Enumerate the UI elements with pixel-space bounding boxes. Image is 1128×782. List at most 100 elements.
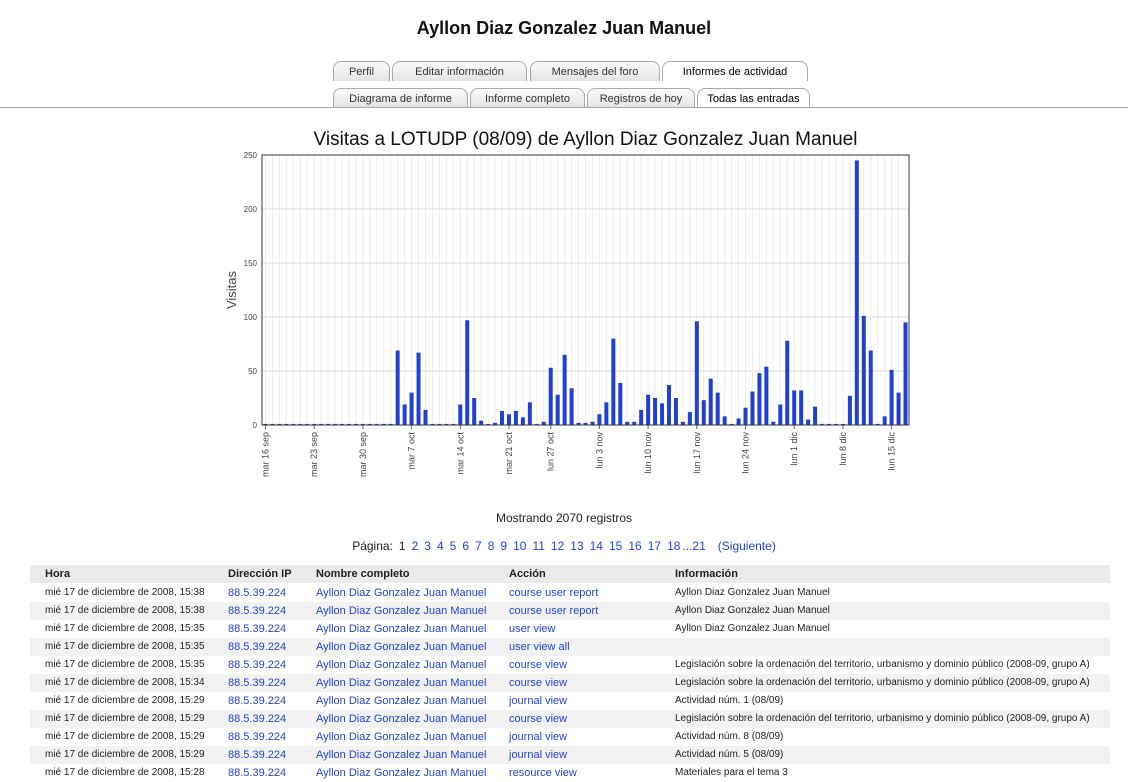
bar bbox=[423, 409, 428, 425]
page-link[interactable]: 3 bbox=[424, 539, 431, 553]
y-tick-label: 250 bbox=[244, 151, 258, 160]
cell-link[interactable]: Ayllon Diaz Gonzalez Juan Manuel bbox=[316, 641, 487, 653]
bar bbox=[277, 423, 282, 425]
cell-link[interactable]: Ayllon Diaz Gonzalez Juan Manuel bbox=[316, 731, 487, 743]
cell: Legislación sobre la ordenación del terr… bbox=[675, 659, 1090, 670]
cell-link[interactable]: course view bbox=[509, 677, 568, 689]
page-link[interactable]: 18 bbox=[667, 539, 681, 553]
table-row: mié 17 de diciembre de 2008, 15:29 88.5.3… bbox=[30, 710, 1110, 728]
bar bbox=[750, 391, 755, 425]
bar bbox=[374, 423, 379, 425]
bar bbox=[653, 398, 658, 425]
y-tick-label: 0 bbox=[253, 421, 258, 430]
cell-link[interactable]: course user report bbox=[509, 605, 599, 617]
bar bbox=[486, 423, 491, 425]
page-link[interactable]: ...21 bbox=[682, 539, 706, 553]
chart-panel: Visitas a LOTUDP (08/09) de Ayllon Diaz … bbox=[222, 125, 920, 497]
cell-link[interactable]: Ayllon Diaz Gonzalez Juan Manuel bbox=[316, 623, 487, 635]
cell-link[interactable]: journal view bbox=[509, 695, 568, 707]
page-link[interactable]: 9 bbox=[500, 539, 508, 553]
cell-link[interactable]: user view all bbox=[509, 641, 570, 653]
cell-link[interactable]: course user report bbox=[509, 587, 599, 599]
tab[interactable]: Informe completo bbox=[470, 88, 585, 108]
page-link[interactable]: 6 bbox=[462, 539, 470, 553]
page-link[interactable]: 12 bbox=[550, 539, 565, 553]
page-link[interactable]: 17 bbox=[647, 539, 662, 553]
cell: Actividad núm. 8 (08/09) bbox=[675, 731, 784, 742]
table-row: mié 17 de diciembre de 2008, 15:35 88.5.3… bbox=[30, 656, 1110, 674]
page-link[interactable]: 14 bbox=[589, 539, 603, 553]
page-link[interactable]: 7 bbox=[475, 539, 482, 553]
page-link[interactable]: 10 bbox=[513, 539, 527, 553]
bar bbox=[840, 423, 845, 425]
cell-link[interactable]: 88.5.39.224 bbox=[228, 659, 287, 671]
bar bbox=[701, 400, 706, 425]
tab[interactable]: Informes de actividad bbox=[662, 61, 808, 81]
tab[interactable]: Diagrama de informe bbox=[333, 88, 468, 108]
cell-link[interactable]: journal view bbox=[509, 749, 568, 761]
column-header: Dirección IP bbox=[228, 568, 292, 580]
cell-link[interactable]: 88.5.39.224 bbox=[228, 677, 287, 689]
cell-link[interactable]: user view bbox=[509, 623, 556, 635]
cell: mié 17 de diciembre de 2008, 15:38 bbox=[45, 605, 205, 616]
bar bbox=[847, 395, 852, 425]
cell-link[interactable]: Ayllon Diaz Gonzalez Juan Manuel bbox=[316, 605, 487, 617]
cell-link[interactable]: 88.5.39.224 bbox=[228, 695, 287, 707]
tab[interactable]: Mensajes del foro bbox=[530, 61, 660, 81]
bar bbox=[298, 423, 303, 425]
cell-link[interactable]: Ayllon Diaz Gonzalez Juan Manuel bbox=[316, 767, 487, 779]
page-link[interactable]: 16 bbox=[628, 539, 642, 553]
page-link[interactable]: 11 bbox=[532, 539, 545, 553]
cell-link[interactable]: Ayllon Diaz Gonzalez Juan Manuel bbox=[316, 749, 487, 761]
bar bbox=[541, 421, 546, 425]
bar bbox=[785, 340, 790, 425]
cell-link[interactable]: resource view bbox=[509, 767, 577, 779]
tab[interactable]: Perfil bbox=[333, 61, 390, 81]
cell: Legislación sobre la ordenación del terr… bbox=[675, 713, 1090, 724]
bar bbox=[583, 422, 588, 425]
bar bbox=[694, 321, 699, 425]
cell-link[interactable]: 88.5.39.224 bbox=[228, 749, 287, 761]
cell-link[interactable]: 88.5.39.224 bbox=[228, 623, 287, 635]
cell-link[interactable]: Ayllon Diaz Gonzalez Juan Manuel bbox=[316, 713, 487, 725]
bar bbox=[312, 423, 317, 425]
x-tick-label: lun 15 dic bbox=[887, 432, 897, 471]
cell-link[interactable]: 88.5.39.224 bbox=[228, 713, 287, 725]
tab[interactable]: Editar información bbox=[392, 61, 527, 81]
cell-link[interactable]: 88.5.39.224 bbox=[228, 641, 287, 653]
cell-link[interactable]: Ayllon Diaz Gonzalez Juan Manuel bbox=[316, 695, 487, 707]
bar bbox=[778, 404, 783, 425]
page-link[interactable]: 8 bbox=[487, 539, 495, 553]
bar bbox=[611, 338, 616, 425]
tab[interactable]: Registros de hoy bbox=[587, 88, 695, 108]
table-row: mié 17 de diciembre de 2008, 15:35 88.5.3… bbox=[30, 638, 1110, 656]
cell: mié 17 de diciembre de 2008, 15:29 bbox=[45, 731, 205, 742]
x-tick-label: lun 10 nov bbox=[643, 432, 653, 474]
cell-link[interactable]: Ayllon Diaz Gonzalez Juan Manuel bbox=[316, 587, 487, 599]
cell-link[interactable]: course view bbox=[509, 659, 568, 671]
next-link[interactable]: (Siguiente) bbox=[717, 539, 776, 553]
page-link[interactable]: 5 bbox=[449, 539, 457, 553]
bar bbox=[799, 390, 804, 425]
cell-link[interactable]: 88.5.39.224 bbox=[228, 605, 287, 617]
cell-link[interactable]: Ayllon Diaz Gonzalez Juan Manuel bbox=[316, 677, 487, 689]
bar bbox=[666, 385, 671, 425]
cell-link[interactable]: course view bbox=[509, 713, 568, 725]
bar bbox=[896, 392, 901, 425]
cell-link[interactable]: Ayllon Diaz Gonzalez Juan Manuel bbox=[316, 659, 487, 671]
cell-link[interactable]: journal view bbox=[509, 731, 568, 743]
page-link[interactable]: 13 bbox=[570, 539, 584, 553]
page-link[interactable]: 15 bbox=[608, 539, 623, 553]
page-link[interactable]: 2 bbox=[411, 539, 419, 553]
bar bbox=[395, 350, 400, 425]
cell-link[interactable]: 88.5.39.224 bbox=[228, 587, 287, 599]
bar bbox=[319, 423, 324, 425]
cell-link[interactable]: 88.5.39.224 bbox=[228, 767, 287, 779]
bar bbox=[367, 423, 372, 425]
page-link[interactable]: 4 bbox=[436, 539, 444, 553]
tab[interactable]: Todas las entradas bbox=[697, 88, 810, 108]
cell-link[interactable]: 88.5.39.224 bbox=[228, 731, 287, 743]
bar bbox=[757, 373, 762, 425]
table-row: mié 17 de diciembre de 2008, 15:35 88.5.3… bbox=[30, 620, 1110, 638]
x-tick-label: lun 1 dic bbox=[789, 432, 799, 466]
